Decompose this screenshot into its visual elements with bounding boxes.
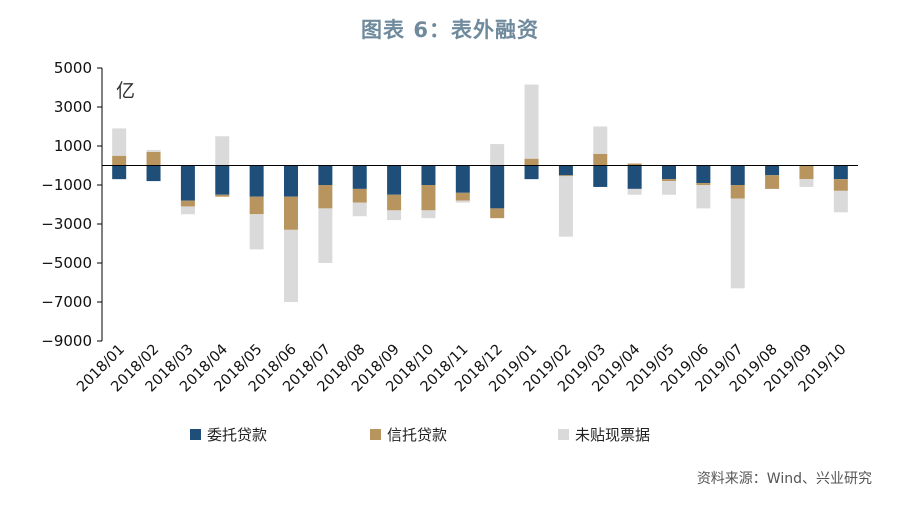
bar-series3-2018-08 xyxy=(352,202,367,217)
y-tick-label: 5000 xyxy=(54,59,92,77)
bar-series3-2019-01 xyxy=(524,84,539,159)
y-tick-label: −3000 xyxy=(41,215,92,233)
bar-series2-2018-02 xyxy=(146,151,161,166)
unit-label: 亿 xyxy=(116,80,136,102)
bar-series1-2018-09 xyxy=(387,165,402,195)
bar-series1-2018-01 xyxy=(112,165,127,180)
bar-series1-2018-08 xyxy=(352,165,367,189)
bar-series3-2019-10 xyxy=(833,190,848,213)
bar-series3-2018-12 xyxy=(490,144,505,166)
bar-series2-2018-01 xyxy=(112,155,127,166)
bar-series1-2018-10 xyxy=(421,165,436,185)
legend: 委托贷款 信托贷款 未贴现票据 xyxy=(190,424,750,448)
bar-series1-2019-06 xyxy=(696,165,711,184)
bar-series2-2018-10 xyxy=(421,185,436,211)
bar-series3-2019-03 xyxy=(593,126,608,154)
bar-series3-2019-02 xyxy=(558,176,573,237)
bar-series2-2018-04 xyxy=(215,194,230,197)
bar-series1-2019-08 xyxy=(765,165,780,176)
bar-series2-2018-08 xyxy=(352,188,367,203)
bar-series2-2018-11 xyxy=(455,192,470,201)
legend-label-entrusted-loans: 委托贷款 xyxy=(207,426,268,444)
bar-series3-2019-07 xyxy=(730,198,745,289)
bar-series1-2019-10 xyxy=(833,165,848,180)
y-tick-label: −1000 xyxy=(41,176,92,194)
bar-series3-2018-02 xyxy=(146,149,161,152)
bar-series2-2019-06 xyxy=(696,183,711,185)
bar-series2-2018-03 xyxy=(180,200,195,207)
bar-series1-2019-01 xyxy=(524,165,539,180)
bar-series1-2018-05 xyxy=(249,165,264,197)
bar-series3-2018-10 xyxy=(421,210,436,219)
bar-series2-2019-10 xyxy=(833,179,848,191)
bar-series2-2019-02 xyxy=(558,175,573,177)
bar-series3-2019-09 xyxy=(799,179,814,187)
bar-series2-2018-07 xyxy=(318,185,333,209)
y-tick-label: 1000 xyxy=(54,137,92,155)
bar-series3-2018-03 xyxy=(180,206,195,215)
bar-series2-2018-05 xyxy=(249,196,264,215)
bar-series3-2019-06 xyxy=(696,185,711,209)
y-tick-label: 3000 xyxy=(54,98,92,116)
legend-item-trust-loans: 信托贷款 xyxy=(370,424,447,445)
bar-series1-2018-03 xyxy=(180,165,195,201)
bar-series2-2019-08 xyxy=(765,175,780,189)
bar-series3-2018-09 xyxy=(387,210,402,221)
legend-swatch-trust-loans xyxy=(370,429,381,440)
bar-series2-2019-03 xyxy=(593,153,608,166)
bar-series1-2018-07 xyxy=(318,165,333,185)
bar-series1-2018-02 xyxy=(146,165,161,182)
bar-series3-2018-05 xyxy=(249,214,264,250)
bar-series1-2019-03 xyxy=(593,165,608,187)
bar-series3-2018-07 xyxy=(318,208,333,263)
bar-series1-2019-05 xyxy=(662,165,676,180)
bar-series2-2018-12 xyxy=(490,208,505,219)
legend-item-entrusted-loans: 委托贷款 xyxy=(190,424,267,445)
bar-series1-2019-04 xyxy=(627,165,642,189)
bar-series2-2019-07 xyxy=(730,185,745,199)
bar-series1-2018-12 xyxy=(490,165,505,209)
bar-series3-2018-01 xyxy=(112,128,127,156)
bar-series3-2018-06 xyxy=(284,229,298,302)
bar-series2-2018-09 xyxy=(387,194,402,211)
bar-series1-2018-11 xyxy=(455,165,470,193)
bar-series2-2019-09 xyxy=(799,165,814,180)
bar-series3-2018-11 xyxy=(455,200,470,203)
bar-series1-2018-04 xyxy=(215,165,230,195)
bar-series1-2019-07 xyxy=(730,165,745,185)
legend-swatch-entrusted-loans xyxy=(190,429,201,440)
bar-series1-2018-06 xyxy=(284,165,298,197)
bar-series2-2018-06 xyxy=(284,196,298,230)
bar-series3-2019-05 xyxy=(662,181,676,195)
bar-series1-2019-02 xyxy=(558,165,573,176)
y-tick-label: −7000 xyxy=(41,293,92,311)
y-tick-label: −9000 xyxy=(41,332,92,350)
legend-label-trust-loans: 信托贷款 xyxy=(387,426,448,444)
y-tick-label: −5000 xyxy=(41,254,92,272)
bar-series3-2018-04 xyxy=(215,136,230,166)
bar-series2-2019-01 xyxy=(524,158,539,166)
bar-series2-2019-05 xyxy=(662,179,676,182)
chart-title: 图表 6：表外融资 xyxy=(361,18,539,42)
bar-series3-2019-04 xyxy=(627,188,642,195)
legend-swatch-undiscounted-bills xyxy=(558,429,569,440)
legend-label-undiscounted-bills: 未贴现票据 xyxy=(575,426,651,444)
source-note: 资料来源：Wind、兴业研究 xyxy=(696,471,872,487)
bar-series2-2019-04 xyxy=(627,163,642,166)
chart-plot: 500030001000−1000−3000−5000−7000−9000201… xyxy=(41,59,858,395)
legend-item-undiscounted-bills: 未贴现票据 xyxy=(558,424,650,445)
